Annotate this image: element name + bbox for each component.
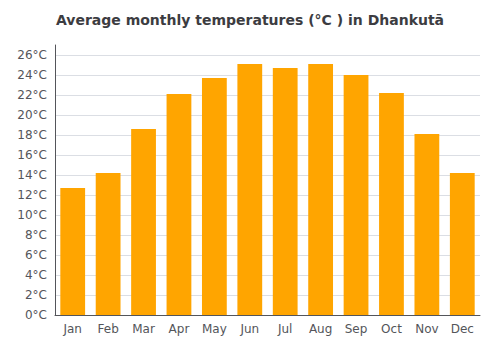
svg-text:16°C: 16°C (17, 148, 47, 162)
svg-text:26°C: 26°C (17, 48, 47, 62)
svg-text:14°C: 14°C (17, 168, 47, 182)
svg-text:Dec: Dec (451, 322, 474, 336)
svg-text:Jun: Jun (239, 322, 259, 336)
svg-text:Jul: Jul (277, 322, 292, 336)
svg-text:0°C: 0°C (25, 308, 47, 322)
svg-text:24°C: 24°C (17, 68, 47, 82)
svg-text:Nov: Nov (415, 322, 438, 336)
svg-text:Jan: Jan (62, 322, 82, 336)
svg-text:Apr: Apr (169, 322, 190, 336)
svg-text:Feb: Feb (98, 322, 119, 336)
svg-text:8°C: 8°C (25, 228, 47, 242)
svg-text:Aug: Aug (309, 322, 332, 336)
svg-text:20°C: 20°C (17, 108, 47, 122)
svg-text:18°C: 18°C (17, 128, 47, 142)
svg-text:10°C: 10°C (17, 208, 47, 222)
svg-text:2°C: 2°C (25, 288, 47, 302)
svg-text:Oct: Oct (381, 322, 402, 336)
svg-text:12°C: 12°C (17, 188, 47, 202)
svg-text:Sep: Sep (345, 322, 368, 336)
svg-text:May: May (202, 322, 227, 336)
svg-text:Average monthly temperatures (: Average monthly temperatures (°C ) in Dh… (56, 12, 444, 28)
svg-text:4°C: 4°C (25, 268, 47, 282)
svg-text:22°C: 22°C (17, 88, 47, 102)
svg-text:6°C: 6°C (25, 248, 47, 262)
svg-text:Mar: Mar (132, 322, 155, 336)
